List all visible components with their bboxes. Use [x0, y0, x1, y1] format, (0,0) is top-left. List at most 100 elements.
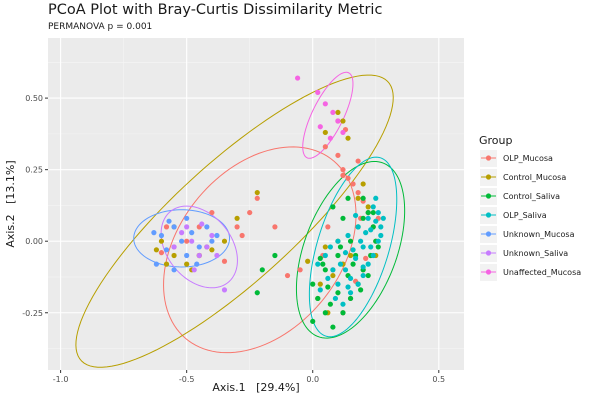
point-olp-saliva: [347, 275, 354, 282]
point-olp-saliva: [360, 272, 366, 279]
point-control-saliva: [259, 267, 265, 273]
point-unknown-mucosa: [194, 261, 200, 267]
point-control-saliva: [365, 272, 371, 279]
point-olp-saliva: [370, 252, 376, 259]
legend-label: Unknown_Saliva: [503, 249, 568, 258]
point-olp-saliva: [337, 261, 344, 267]
point-control-saliva: [347, 295, 354, 302]
point-olp-saliva: [378, 224, 384, 230]
point-unknown-mucosa: [171, 267, 177, 273]
point-control-mucosa: [209, 247, 215, 253]
point-control-saliva: [340, 310, 346, 316]
point-control-saliva: [370, 209, 376, 216]
legend-label: Unknown_Mucosa: [503, 230, 575, 239]
point-olp-mucosa: [363, 255, 369, 261]
point-olp-saliva: [335, 238, 341, 244]
point-unknown-mucosa: [214, 232, 220, 239]
point-control-saliva: [330, 204, 336, 210]
point-control-mucosa: [322, 244, 328, 250]
point-control-saliva: [358, 287, 364, 293]
point-control-saliva: [317, 255, 323, 261]
x-tick-label: 0.0: [306, 375, 319, 384]
point-control-saliva: [254, 290, 260, 296]
point-olp-mucosa: [355, 158, 361, 164]
legend-label: Control_Mucosa: [503, 173, 566, 182]
point-unknown-mucosa: [204, 224, 210, 230]
point-olp-mucosa: [297, 267, 303, 273]
ellipse-control-saliva: [295, 160, 406, 339]
point-unknown-mucosa: [158, 232, 165, 239]
point-control-mucosa: [305, 258, 311, 264]
point-control-mucosa: [330, 272, 336, 279]
point-olp-mucosa: [234, 224, 240, 230]
point-control-mucosa: [184, 261, 190, 267]
point-olp-saliva: [327, 244, 333, 250]
point-control-mucosa: [153, 247, 160, 253]
point-olp-saliva: [360, 244, 366, 250]
point-unknown-mucosa: [179, 238, 185, 244]
x-axis-label: Axis.1 [29.4%]: [212, 381, 299, 394]
point-olp-mucosa: [184, 238, 190, 244]
point-control-saliva: [272, 252, 278, 259]
legend-key-control-saliva-point: [485, 193, 492, 199]
x-axis: -1.0 -0.5 0.0 0.5: [53, 370, 445, 384]
point-olp-saliva: [330, 267, 336, 273]
point-olp-saliva: [375, 209, 381, 216]
ellipse-unknown-mucosa: [133, 209, 231, 268]
legend-key-unknown-mucosa-point: [485, 231, 492, 237]
point-olp-saliva: [315, 261, 321, 267]
point-olp-saliva: [342, 250, 349, 256]
point-olp-mucosa: [284, 272, 291, 279]
point-control-mucosa: [171, 252, 177, 259]
point-unknown-mucosa: [184, 252, 190, 259]
point-unaffected-mucosa: [322, 101, 328, 107]
point-olp-mucosa: [163, 224, 170, 230]
point-unaffected-mucosa: [340, 129, 346, 136]
ellipses: [75, 71, 406, 368]
point-control-saliva: [315, 295, 321, 302]
legend-key-unaffected-mucosa-point: [485, 269, 492, 275]
plot-panel: [48, 38, 464, 370]
legend-title: Group: [479, 134, 513, 147]
point-olp-saliva: [368, 227, 374, 233]
point-control-mucosa: [340, 118, 346, 124]
point-control-mucosa: [335, 109, 341, 116]
point-olp-mucosa: [345, 175, 351, 181]
chart-subtitle: PERMANOVA p = 0.001: [48, 22, 153, 32]
ellipse-olp-mucosa: [163, 146, 357, 354]
point-unaffected-mucosa: [317, 124, 323, 130]
point-control-saliva: [325, 284, 331, 290]
point-olp-mucosa: [355, 189, 361, 196]
ellipse-unknown-saliva: [160, 205, 238, 289]
point-unaffected-mucosa: [295, 75, 301, 81]
point-olp-saliva: [345, 284, 351, 290]
point-olp-saliva: [370, 204, 376, 210]
point-olp-saliva: [335, 281, 341, 287]
point-control-saliva: [310, 281, 316, 287]
point-control-mucosa: [355, 195, 361, 201]
point-unaffected-mucosa: [327, 135, 333, 141]
legend-key-olp-mucosa-point: [485, 155, 492, 161]
point-olp-mucosa: [325, 224, 331, 230]
point-olp-mucosa: [272, 224, 278, 230]
legend-label: Unaffected_Mucosa: [503, 268, 581, 277]
point-olp-saliva: [368, 244, 374, 250]
grid-minor: [48, 38, 464, 370]
point-olp-saliva: [360, 264, 366, 270]
point-olp-saliva: [347, 290, 354, 296]
point-olp-saliva: [342, 267, 349, 273]
y-tick-label: 0.25: [25, 166, 43, 175]
points: [151, 75, 386, 330]
point-unaffected-mucosa: [315, 89, 321, 95]
x-tick-label: -1.0: [53, 375, 69, 384]
point-control-mucosa: [345, 135, 351, 141]
point-control-mucosa: [322, 129, 328, 136]
point-control-saliva: [335, 252, 341, 259]
point-control-mucosa: [317, 281, 323, 287]
point-olp-saliva: [373, 218, 379, 224]
ellipse-unaffected-mucosa: [302, 71, 354, 159]
point-control-saliva: [330, 324, 336, 330]
point-control-saliva: [345, 195, 351, 201]
y-axis: -0.25 0.00 0.25 0.50: [22, 94, 48, 318]
